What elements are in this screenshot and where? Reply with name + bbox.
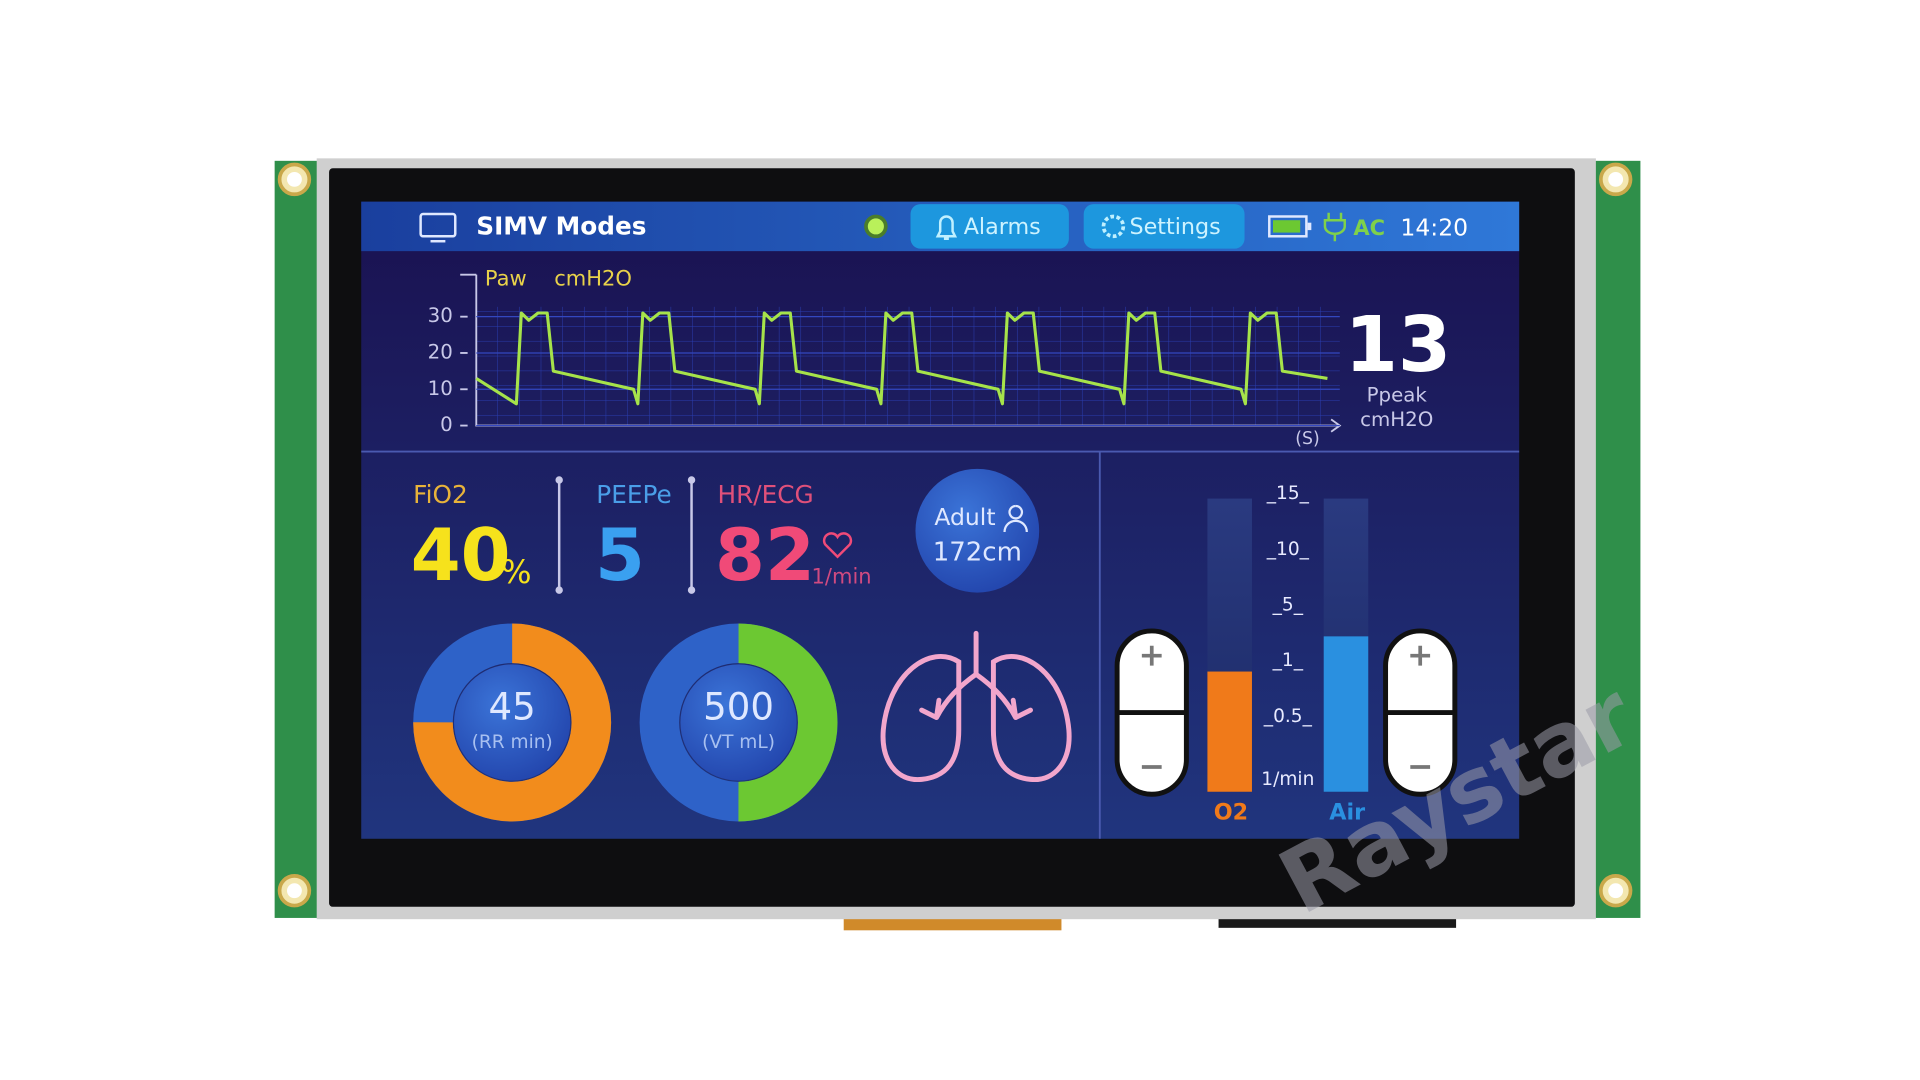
hr-value: 82 bbox=[715, 513, 815, 597]
chart-title: Paw bbox=[485, 266, 527, 291]
ring-core bbox=[454, 664, 571, 781]
flow-name: O2 bbox=[1214, 799, 1248, 825]
fio2-value: 40 bbox=[411, 513, 511, 597]
ring-core bbox=[680, 664, 797, 781]
ring-value: 45 bbox=[489, 685, 536, 728]
flow-scale-label: _10_ bbox=[1266, 539, 1310, 560]
y-tick-label: 30 bbox=[428, 304, 453, 327]
pcb-right bbox=[1593, 160, 1641, 918]
settings-tab[interactable] bbox=[1083, 204, 1245, 249]
pcb-left bbox=[274, 160, 322, 918]
plug-icon bbox=[1323, 212, 1346, 242]
gear-icon bbox=[1101, 214, 1126, 239]
settings-label[interactable]: Settings bbox=[1129, 214, 1220, 240]
ring-arc bbox=[639, 623, 838, 822]
flow-meters: O2 Air _15_ _10_ _5_ _1_ _0.5_ 1/min bbox=[1207, 483, 1369, 825]
flow-level bbox=[1323, 636, 1369, 792]
status-led bbox=[864, 214, 888, 239]
dividers bbox=[361, 450, 1520, 839]
y-tick-label: 0 bbox=[440, 413, 453, 436]
air-stepper[interactable] bbox=[1383, 628, 1458, 797]
flow-name: Air bbox=[1329, 799, 1365, 825]
power-source: AC bbox=[1353, 215, 1385, 240]
flow-scale-label: _15_ bbox=[1266, 483, 1310, 504]
o2-stepper[interactable] bbox=[1114, 628, 1189, 797]
patient-height: 172cm bbox=[933, 537, 1022, 567]
alarms-label[interactable]: Alarms bbox=[964, 214, 1041, 240]
mode-title: SIMV Modes bbox=[476, 212, 646, 241]
hr-unit: 1/min bbox=[812, 564, 872, 589]
hr-label: HR/ECG bbox=[718, 480, 814, 509]
flow-unit: 1/min bbox=[1261, 769, 1314, 790]
y-tick-label: 10 bbox=[428, 377, 453, 400]
patient-badge[interactable] bbox=[915, 468, 1040, 593]
bell-icon bbox=[935, 215, 958, 240]
clock: 14:20 bbox=[1400, 213, 1468, 241]
x-axis-label: (S) bbox=[1295, 429, 1319, 449]
battery-icon bbox=[1268, 215, 1312, 238]
ring-gauges: 45 (RR min) 500 (VT mL) bbox=[413, 623, 838, 822]
fio2-unit: % bbox=[501, 553, 532, 591]
ring-label: (VT mL) bbox=[702, 732, 775, 753]
person-icon bbox=[1003, 504, 1028, 533]
y-tick-label: 20 bbox=[428, 340, 453, 363]
ring-label: (RR min) bbox=[472, 732, 553, 753]
flow-scale-label: _0.5_ bbox=[1263, 706, 1313, 727]
flow-scale-label: _1_ bbox=[1272, 650, 1304, 671]
waveform bbox=[475, 311, 1328, 406]
patient-type: Adult bbox=[934, 503, 995, 531]
flow-scale-label: _5_ bbox=[1272, 594, 1304, 615]
ppeak-unit: cmH2O bbox=[1360, 408, 1433, 431]
heart-icon bbox=[822, 532, 853, 559]
waveform-chart: 0 10 20 30 bbox=[428, 304, 1340, 436]
fio2-label: FiO2 bbox=[413, 480, 468, 509]
vital-separators bbox=[555, 476, 696, 594]
fine-grid bbox=[476, 306, 1340, 426]
lungs-icon bbox=[880, 630, 1072, 782]
peep-value: 5 bbox=[595, 513, 645, 597]
flow-level bbox=[1207, 671, 1252, 792]
ring-arc bbox=[413, 623, 612, 822]
monitor-icon bbox=[419, 212, 457, 243]
ppeak-label: Ppeak bbox=[1367, 383, 1428, 406]
chart-unit: cmH2O bbox=[554, 266, 632, 291]
peep-label: PEEPe bbox=[596, 480, 671, 509]
ring-value: 500 bbox=[703, 685, 774, 728]
ppeak-value: 13 bbox=[1345, 301, 1452, 390]
